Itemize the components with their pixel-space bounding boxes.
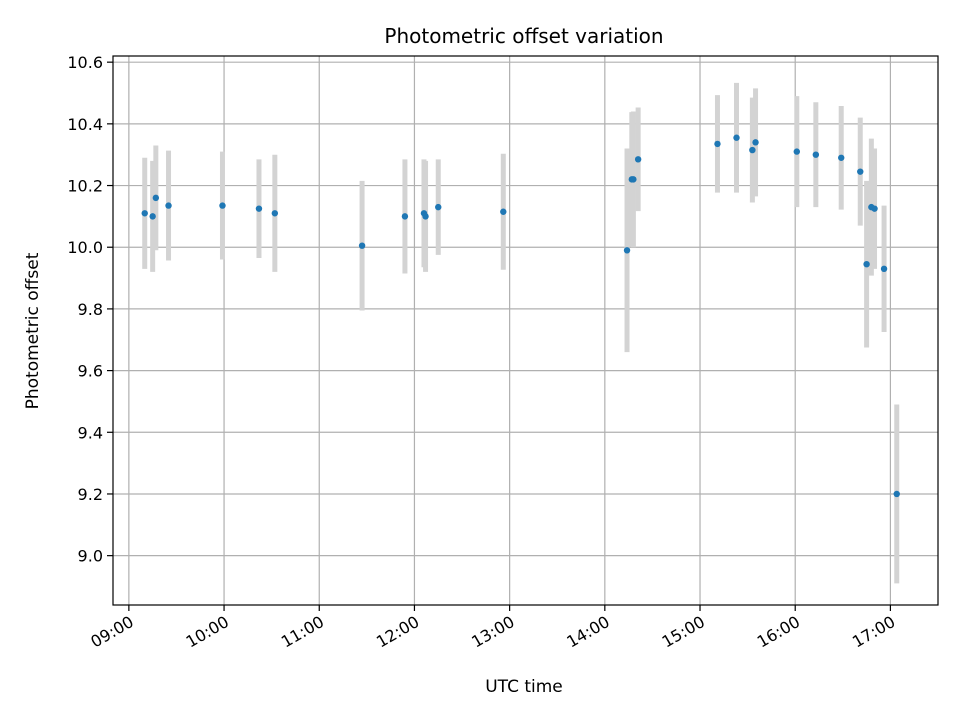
y-tick-label: 9.2 (78, 485, 103, 504)
chart-title: Photometric offset variation (384, 24, 663, 48)
data-point (714, 140, 721, 148)
data-point (271, 210, 279, 217)
plot-frame (112, 55, 939, 606)
y-tick-label: 9.6 (78, 362, 103, 381)
data-point (857, 168, 864, 175)
data-point (152, 194, 160, 202)
y-tick-label: 9.8 (78, 300, 103, 319)
y-axis-ticks: 9.0 9.2 9.4 9.6 9.8 10.0 10.2 10.4 10.6 (67, 53, 113, 566)
data-point (623, 247, 631, 254)
y-axis-title: Photometric offset (23, 252, 43, 409)
data-point (871, 205, 878, 212)
data-point (401, 213, 409, 220)
data-points (141, 134, 900, 498)
y-tick-label: 10.6 (67, 53, 103, 72)
data-point (838, 154, 845, 161)
y-tick-label: 10.4 (67, 115, 103, 134)
y-tick-label: 10.2 (67, 177, 103, 196)
data-point (880, 265, 888, 273)
data-point (749, 146, 756, 154)
data-point (149, 213, 156, 220)
data-point (812, 151, 820, 158)
data-point (165, 202, 172, 209)
x-axis-title: UTC time (485, 677, 563, 697)
y-tick-label: 9.4 (78, 423, 103, 442)
data-point (435, 203, 442, 211)
data-point (255, 205, 263, 212)
y-tick-label: 9.0 (78, 547, 103, 566)
data-point (422, 213, 429, 220)
data-point (733, 134, 740, 141)
data-point (630, 176, 637, 183)
data-point (863, 260, 870, 268)
y-tick-label: 10.0 (67, 238, 103, 257)
data-point (793, 148, 800, 155)
data-point (893, 490, 900, 498)
data-point (634, 156, 642, 163)
data-point (500, 208, 507, 215)
data-point (358, 242, 366, 249)
data-point (219, 202, 226, 209)
data-point (752, 139, 759, 146)
data-point (141, 210, 148, 217)
